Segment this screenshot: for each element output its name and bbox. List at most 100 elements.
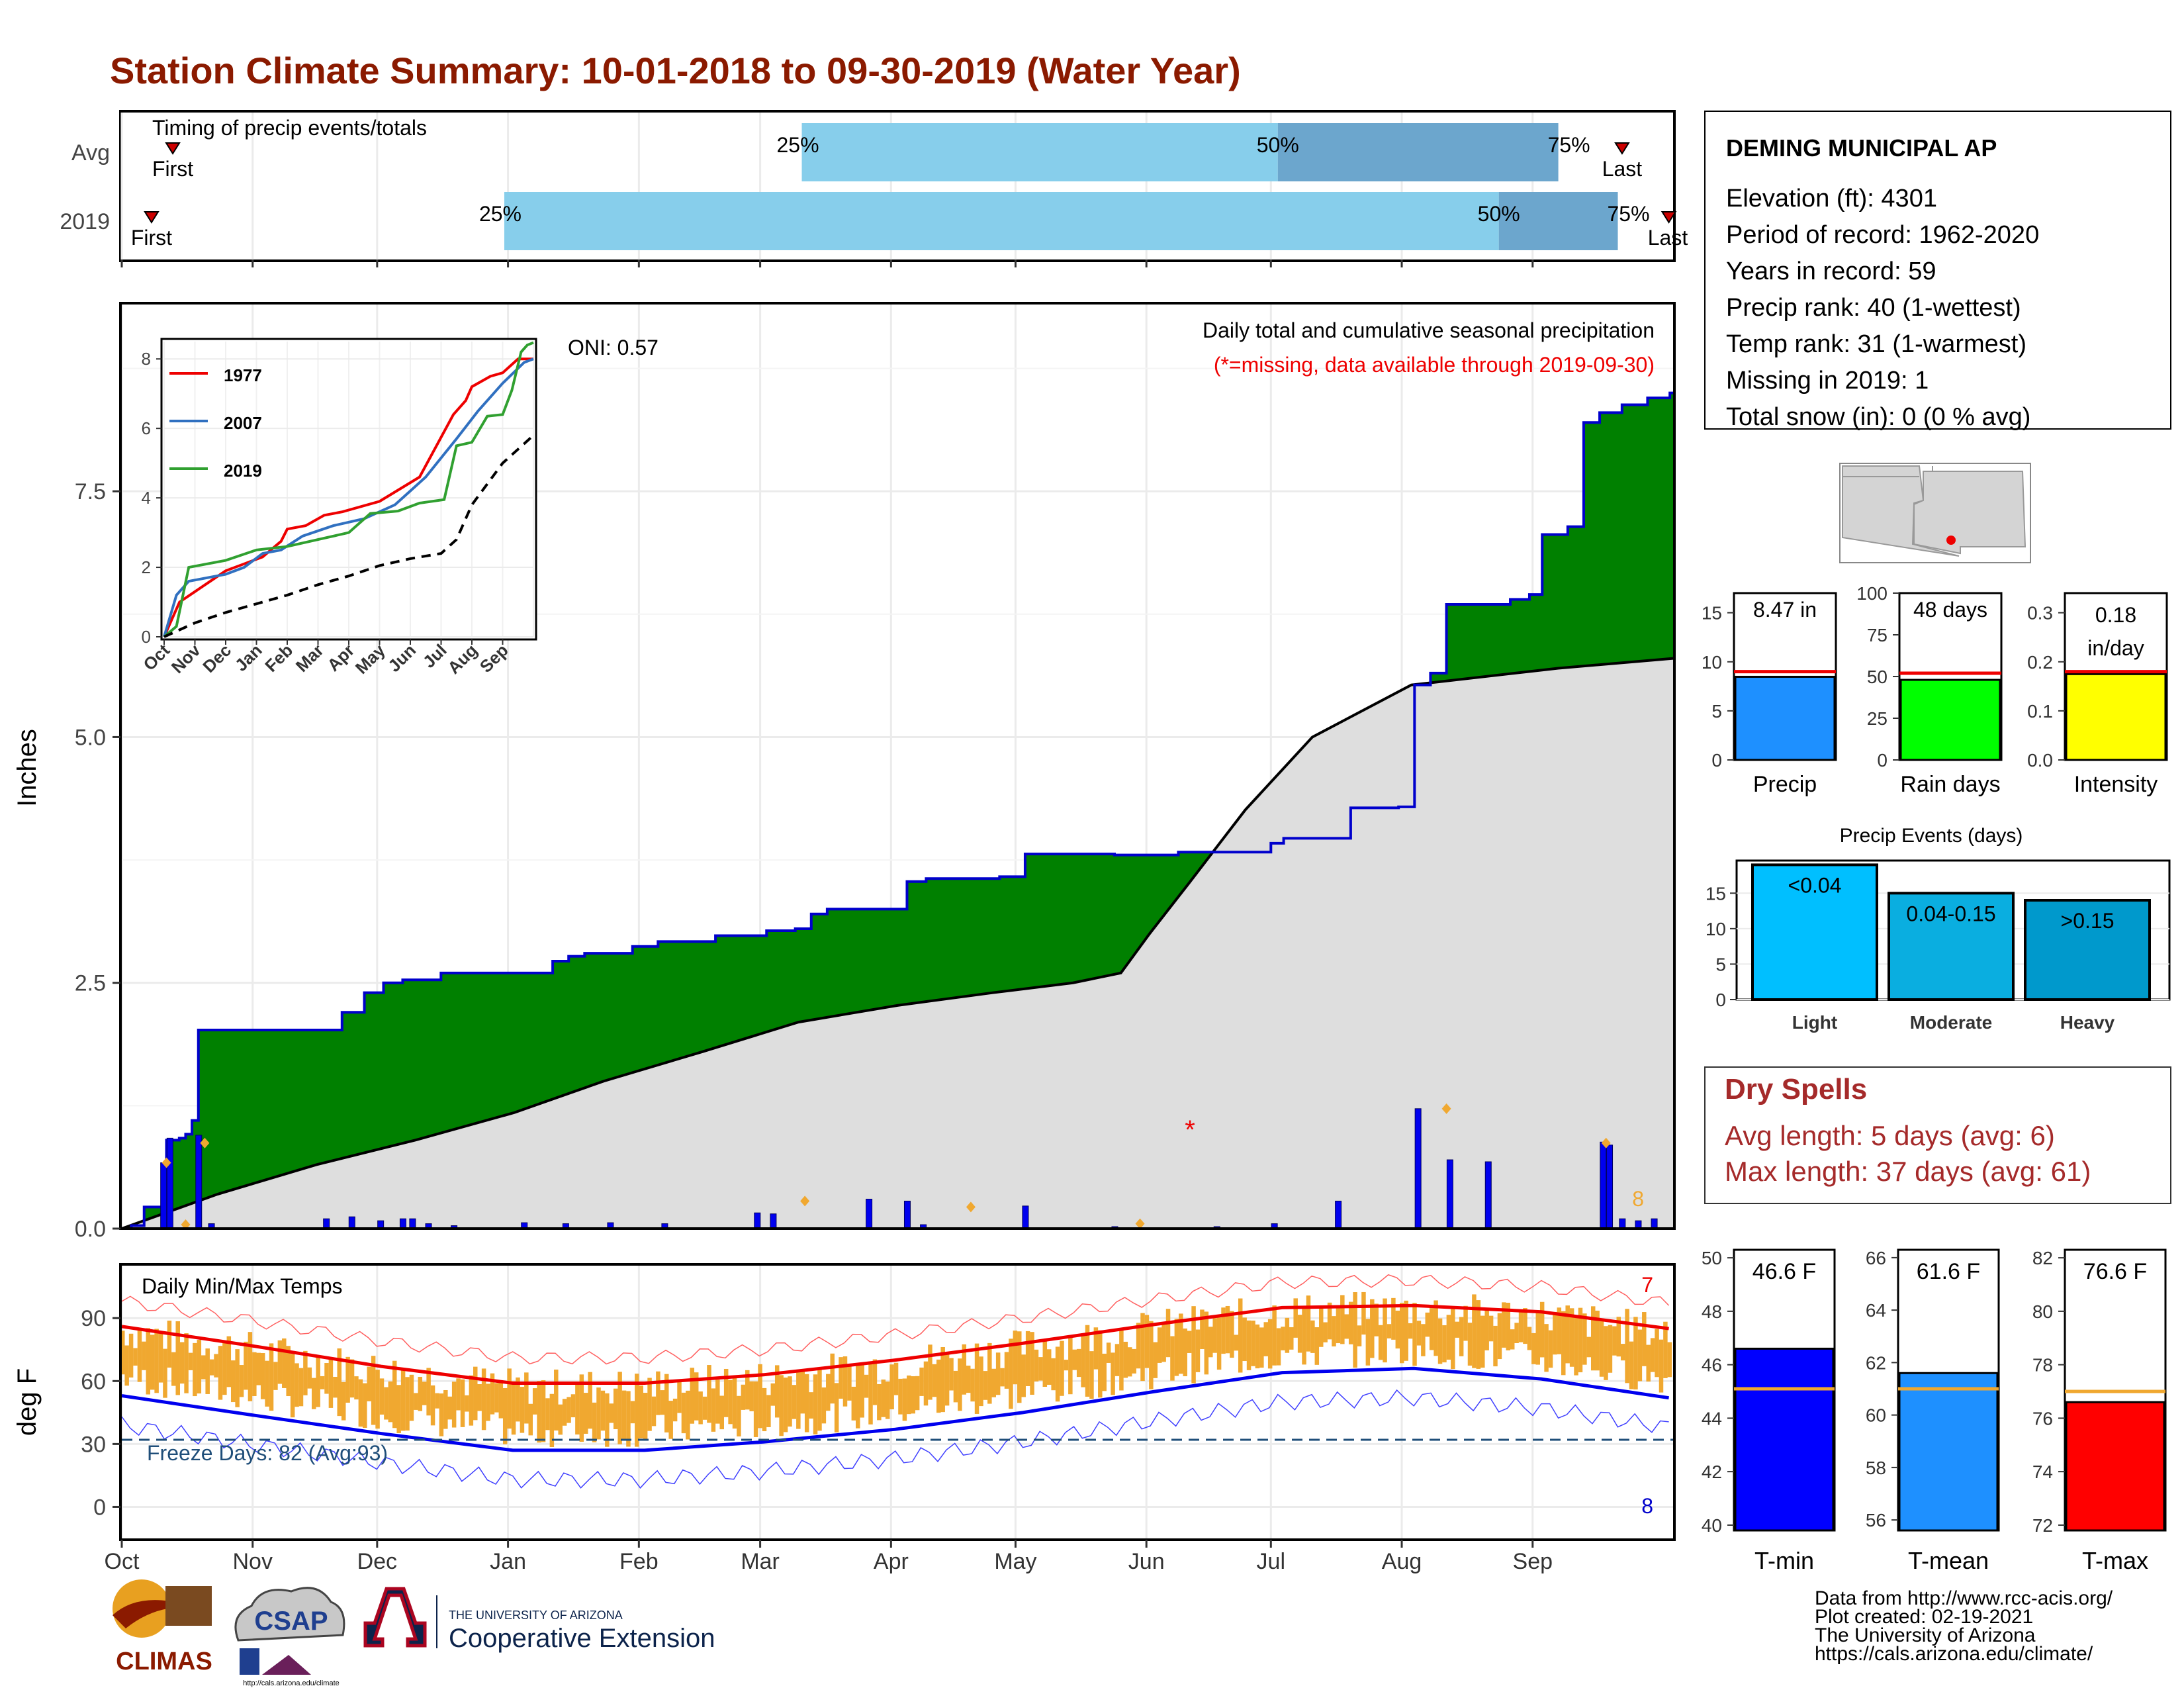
station-line: Missing in 2019: 1: [1726, 367, 1929, 395]
daily-temp-range: [813, 1374, 818, 1434]
summary-value: 48 days: [1913, 598, 1987, 622]
daily-temp-range: [396, 1385, 401, 1433]
daily-temp-range: [847, 1366, 852, 1401]
daily-temp-range: [839, 1357, 843, 1399]
daily-temp-range: [1221, 1307, 1226, 1354]
daily-temp-range: [830, 1353, 835, 1404]
daily-temp-range: [609, 1403, 614, 1423]
daily-temp-range: [826, 1374, 831, 1411]
daily-temp-range: [469, 1375, 474, 1426]
daily-temp-range: [919, 1367, 924, 1396]
daily-temp-range: [295, 1363, 299, 1407]
precip-panel-border: [119, 302, 1676, 1230]
daily-temp-range: [1157, 1327, 1162, 1363]
daily-temp-range: [881, 1380, 886, 1417]
daily-temp-range: [1336, 1307, 1341, 1344]
daily-temp-range: [579, 1374, 584, 1442]
dry-spells-title: Dry Spells: [1725, 1073, 1867, 1105]
station-location-dot: [1946, 536, 1956, 545]
daily-temp-range: [337, 1348, 342, 1417]
daily-temp-range: [1510, 1329, 1515, 1350]
daily-temp-range: [605, 1393, 610, 1447]
daily-temp-range: [1242, 1317, 1247, 1362]
daily-temp-range: [286, 1346, 291, 1397]
summary-bar: [2065, 673, 2167, 761]
legend-2019: 2019: [224, 461, 262, 481]
inset-chart: 02468OctNovDecJanFebMarAprMayJunJulAugSe…: [139, 338, 537, 678]
timing-row-2019-label: 2019: [60, 209, 110, 234]
daily-temp-range: [1332, 1316, 1336, 1347]
daily-temp-range: [171, 1352, 176, 1386]
daily-temp-range: [694, 1372, 699, 1421]
daily-temp-range: [1136, 1323, 1141, 1369]
daily-temp-range: [1582, 1313, 1587, 1365]
daily-temp-range: [1344, 1314, 1349, 1339]
daily-temp-range: [1391, 1297, 1396, 1340]
missing-marker: *: [1185, 1115, 1195, 1145]
timing-panel: Timing of precip events/totals Avg 2019 …: [60, 110, 1688, 267]
daily-temp-range: [1293, 1298, 1298, 1338]
y-tick-label: 0.0: [75, 1217, 106, 1242]
climas-logo: CLIMAS: [113, 1579, 212, 1675]
daily-temp-range: [570, 1394, 576, 1418]
daily-temp-range: [320, 1376, 325, 1389]
inset-y-tick-label: 0: [142, 627, 151, 647]
daily-temp-range: [588, 1372, 592, 1429]
events-category: Heavy: [2060, 1012, 2115, 1033]
month-label: Oct: [105, 1549, 140, 1574]
daily-temp-range: [1025, 1331, 1030, 1386]
daily-temp-range: [1285, 1317, 1290, 1353]
daily-temp-range: [1085, 1325, 1090, 1397]
daily-temp-range: [800, 1371, 805, 1414]
daily-precip-bar: [348, 1216, 355, 1229]
daily-temp-range: [146, 1328, 151, 1395]
daily-temp-range: [1527, 1327, 1532, 1350]
daily-temp-range: [783, 1378, 788, 1432]
y-tick-label: 7.5: [75, 479, 106, 504]
summary-label: Precip: [1753, 772, 1817, 797]
temp-tick-label: 42: [1702, 1462, 1722, 1482]
daily-temp-range: [298, 1368, 304, 1407]
daily-temp-range: [1017, 1331, 1022, 1403]
temp-tick-label: 64: [1866, 1300, 1886, 1321]
daily-temp-range: [316, 1356, 320, 1407]
daily-temp-range: [1378, 1325, 1383, 1360]
daily-temp-range: [409, 1374, 414, 1421]
daily-temp-range: [363, 1383, 367, 1428]
daily-temp-range: [507, 1368, 512, 1429]
daily-temp-range: [809, 1392, 813, 1419]
daily-temp-range: [639, 1385, 643, 1438]
daily-temp-range: [868, 1363, 873, 1425]
events-bar: [2024, 899, 2151, 1001]
daily-temp-range: [193, 1342, 197, 1397]
daily-temp-range: [1561, 1311, 1566, 1376]
station-frame: [1704, 111, 2171, 430]
daily-temp-range: [1281, 1327, 1285, 1350]
daily-temp-range: [1297, 1315, 1302, 1353]
dry-spells-avg: Avg length: 5 days (avg: 6): [1725, 1120, 2055, 1151]
daily-temp-range: [1590, 1306, 1596, 1371]
ua-logo: THE UNIVERSITY OF ARIZONA Cooperative Ex…: [363, 1587, 715, 1653]
daily-temp-range: [1272, 1305, 1277, 1366]
csap-url: http://cals.arizona.edu/climate: [243, 1679, 340, 1687]
daily-temp-range: [184, 1333, 189, 1393]
daily-temp-range: [1523, 1308, 1527, 1344]
dry-spells-max: Max length: 37 days (avg: 61): [1725, 1156, 2091, 1187]
daily-temp-range: [1111, 1352, 1115, 1395]
daily-temp-range: [1578, 1307, 1583, 1373]
daily-temp-range: [426, 1368, 431, 1416]
daily-temp-range: [1119, 1329, 1124, 1391]
daily-temp-range: [1629, 1341, 1634, 1389]
daily-temp-range: [630, 1401, 635, 1424]
timing-bars: [144, 123, 1677, 250]
daily-temp-range: [1667, 1342, 1672, 1378]
daily-temp-range: [779, 1375, 784, 1436]
first-label: First: [131, 226, 172, 250]
daily-temp-range: [1408, 1323, 1413, 1339]
station-line: Elevation (ft): 4301: [1726, 185, 1937, 212]
temp-y-axis: 0 30 60 90: [81, 1306, 120, 1520]
daily-temp-range: [367, 1366, 371, 1401]
daily-temp-range: [1000, 1368, 1005, 1387]
daily-temp-range: [1246, 1320, 1251, 1370]
daily-temp-range: [753, 1381, 758, 1437]
